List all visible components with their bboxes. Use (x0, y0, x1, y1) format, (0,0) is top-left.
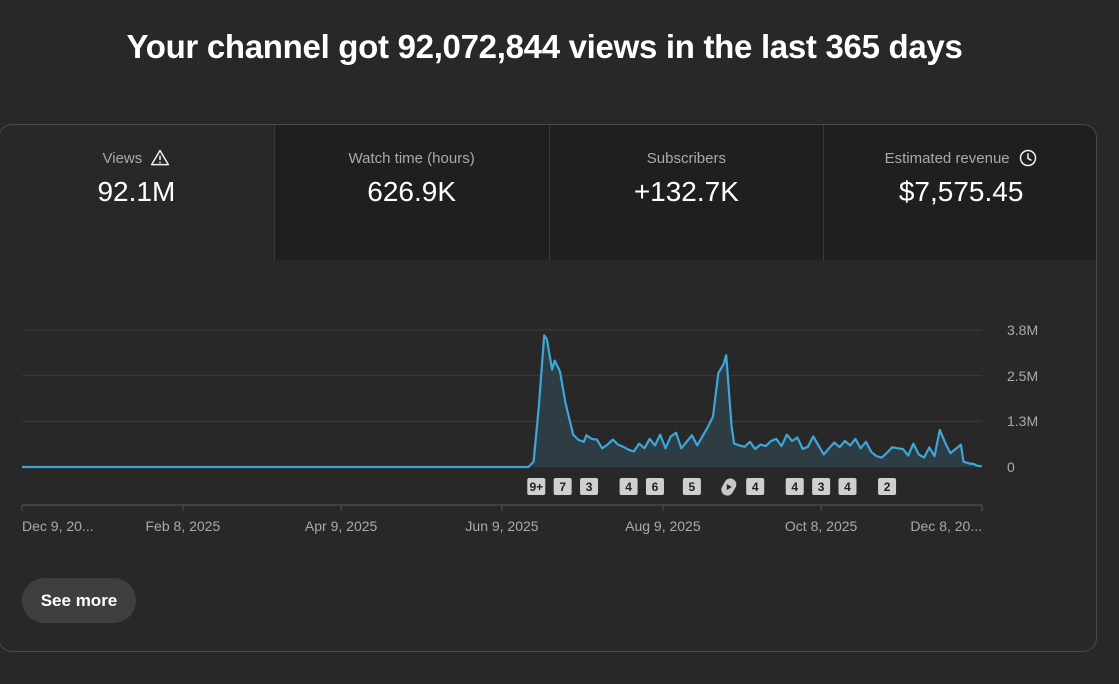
tab-subscribers-label: Subscribers (646, 149, 726, 167)
marker-label: 4 (791, 480, 798, 494)
upload-count-marker[interactable]: 9+ (527, 478, 546, 495)
marker-label: 5 (689, 480, 696, 494)
upload-count-marker[interactable]: 7 (553, 478, 572, 495)
x-tick-label: Oct 8, 2025 (785, 518, 858, 534)
see-more-button[interactable]: See more (22, 578, 136, 623)
marker-label: 9+ (529, 480, 543, 494)
tab-views-value: 92.1M (97, 176, 176, 207)
upload-count-marker[interactable]: 3 (580, 478, 599, 495)
upload-count-marker[interactable]: 4 (619, 478, 638, 495)
tab-watch-time[interactable]: Watch time (hours) 626.9K (273, 125, 549, 260)
chart-x-axis: Dec 9, 20... Feb 8, 2025 Apr 9, 2025 Jun 9,… (21, 504, 983, 534)
upload-count-marker[interactable]: 3 (812, 478, 831, 495)
chart-markers: 9+ 7 3 4 6 5 4 4 3 4 2 (527, 476, 897, 498)
marker-label: 2 (884, 480, 891, 494)
tab-subscribers[interactable]: Subscribers +132.7K (548, 125, 824, 260)
tab-views-label: Views (102, 149, 143, 167)
tab-revenue-value: $7,575.45 (898, 176, 1024, 207)
marker-label: 3 (586, 480, 593, 494)
page-headline: Your channel got 92,072,844 views in the… (126, 28, 963, 65)
x-tick-label: Jun 9, 2025 (465, 518, 538, 534)
marker-label: 4 (752, 480, 759, 494)
tab-watch-time-label: Watch time (hours) (348, 149, 475, 167)
upload-count-marker[interactable]: 4 (785, 478, 804, 495)
upload-count-marker[interactable]: 4 (838, 478, 857, 495)
marker-label: 4 (625, 480, 632, 494)
x-tick-label: Feb 8, 2025 (146, 518, 221, 534)
x-tick-label: Dec 9, 20... (22, 518, 94, 534)
x-tick-label: Aug 9, 2025 (625, 518, 701, 534)
tab-subscribers-value: +132.7K (633, 176, 739, 207)
clock-icon[interactable] (1018, 148, 1038, 168)
series-line (22, 334, 983, 469)
upload-count-marker[interactable]: 6 (645, 478, 664, 495)
chart-gridlines (22, 329, 982, 422)
upload-count-marker[interactable]: 2 (878, 478, 897, 495)
marker-label: 6 (652, 480, 659, 494)
marker-label: 3 (818, 480, 825, 494)
y-tick-label: 2.5M (1007, 368, 1038, 384)
chart-y-axis: 0 1.3M 2.5M 3.8M (1007, 322, 1038, 475)
upload-count-marker[interactable]: 5 (682, 478, 701, 495)
tab-views[interactable]: Views 92.1M (0, 125, 274, 260)
views-chart: 9+ 7 3 4 6 5 4 4 3 4 2 Dec 9, 20... Feb 8, 2025 Apr … (21, 322, 1038, 534)
x-tick-label: Dec 8, 20... (910, 518, 982, 534)
marker-label: 4 (844, 480, 851, 494)
metric-tabs: Views 92.1M Watch time (hours) 626.9K Su… (0, 125, 1096, 260)
tab-estimated-revenue[interactable]: Estimated revenue $7,575.45 (823, 125, 1096, 260)
tab-watch-time-value: 626.9K (367, 176, 456, 207)
y-tick-label: 0 (1007, 459, 1015, 475)
chart-area-layer (22, 334, 983, 469)
series-area-fill (22, 335, 982, 467)
y-tick-label: 3.8M (1007, 322, 1038, 338)
tab-revenue-label: Estimated revenue (884, 149, 1010, 167)
marker-label: 7 (559, 480, 566, 494)
x-tick-label: Apr 9, 2025 (305, 518, 378, 534)
upload-count-marker[interactable]: 4 (746, 478, 765, 495)
y-tick-label: 1.3M (1007, 413, 1038, 429)
shorts-icon[interactable] (719, 476, 738, 498)
warning-icon[interactable] (150, 148, 170, 168)
